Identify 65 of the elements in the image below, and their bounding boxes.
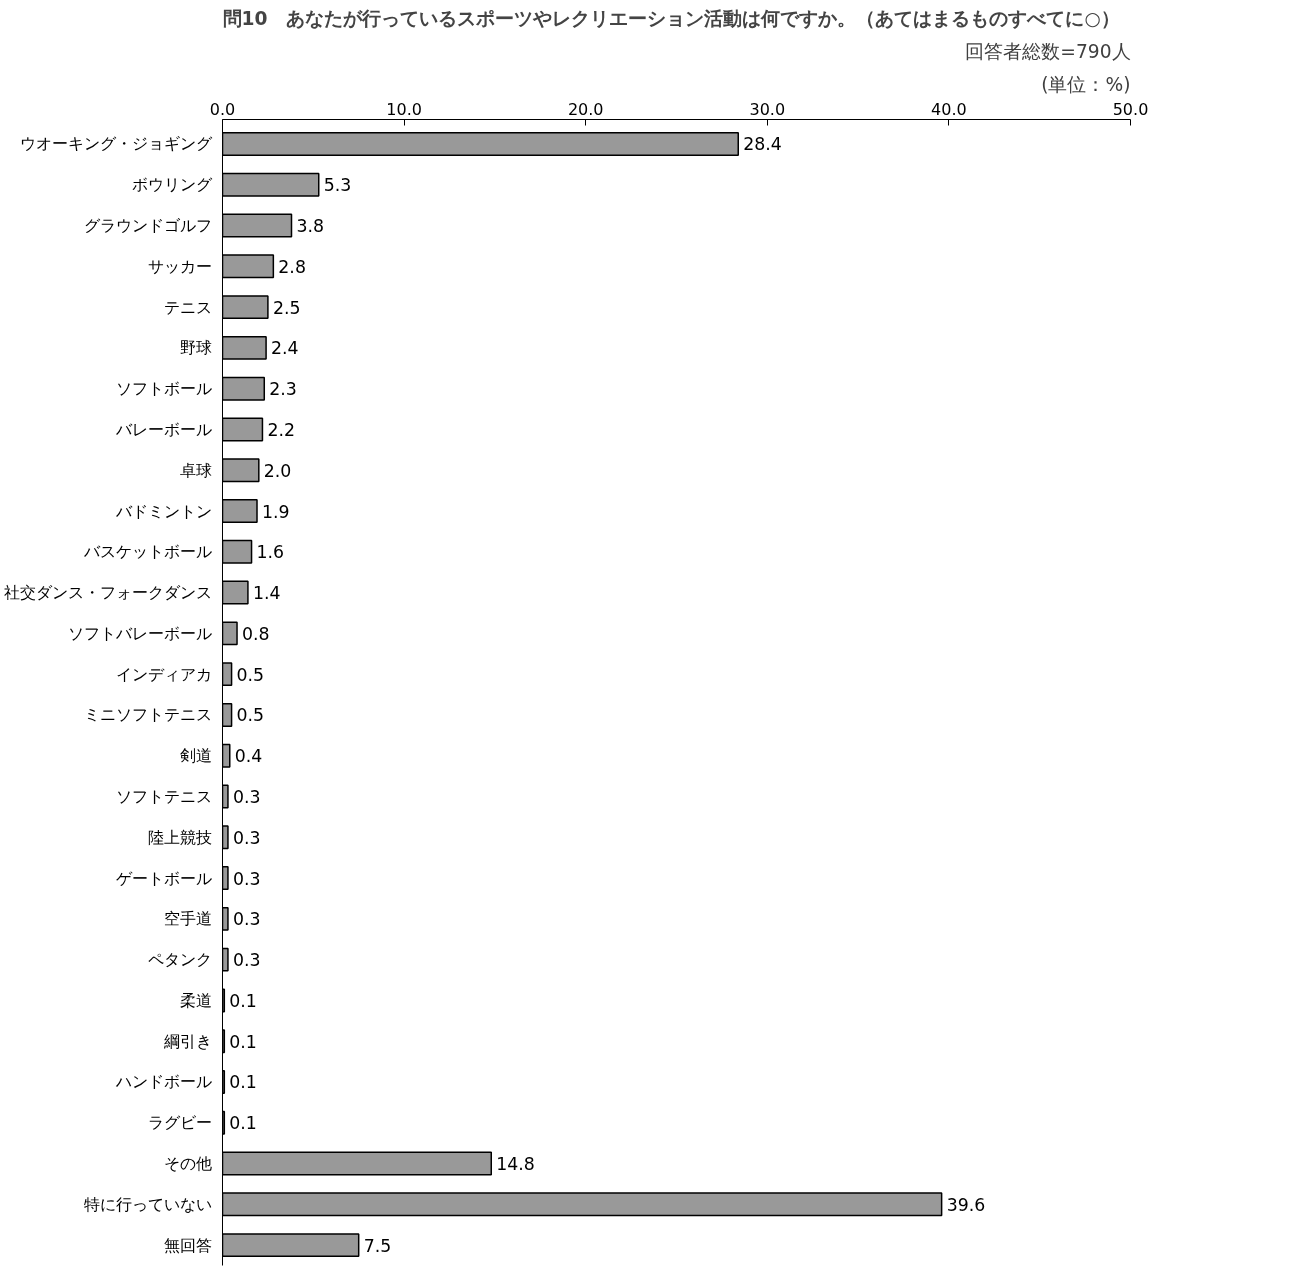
data-label: 0.5 xyxy=(236,705,265,726)
text: 回答者総数=790人 xyxy=(965,40,1131,62)
data-label: 0.1 xyxy=(229,990,257,1011)
y-tick-label: ゲートボール xyxy=(115,868,212,888)
y-tick-label: ミニソフトテニス xyxy=(83,705,212,725)
data-label: 0.1 xyxy=(229,1031,257,1052)
y-tick-label: バドミントン xyxy=(114,501,212,521)
x-tick-label: 40.0 xyxy=(931,99,967,119)
data-label: 0.4 xyxy=(234,746,263,767)
data-label: 0.3 xyxy=(232,950,261,971)
data-label: 1.6 xyxy=(256,542,285,563)
y-tick-label: 陸上競技 xyxy=(147,827,212,847)
data-label: 0.3 xyxy=(232,868,261,889)
data-label: 14.8 xyxy=(496,1154,535,1175)
data-label: 2.8 xyxy=(278,256,306,277)
chart-title: 問10 あなたが行っているスポーツやレクリエーション活動は何ですか。（あてはまるものすべてに○） xyxy=(222,7,1120,29)
y-tick-label: 剣道 xyxy=(179,746,212,766)
data-label: 1.4 xyxy=(252,583,281,604)
y-tick-label: 社交ダンス・フォークダンス xyxy=(3,583,212,603)
y-tick-label: 卓球 xyxy=(179,460,212,480)
y-tick-label: ソフトテニス xyxy=(115,787,212,806)
y-tick-label: ペタンク xyxy=(147,950,212,970)
y-tick-label: サッカー xyxy=(147,256,212,276)
y-tick-label: 特に行っていない xyxy=(83,1194,212,1214)
data-label: 0.1 xyxy=(229,1072,257,1093)
data-label: 2.4 xyxy=(271,338,299,359)
y-tick-label: ボウリング xyxy=(131,175,213,195)
data-label: 3.8 xyxy=(296,216,325,237)
y-tick-label: インディアカ xyxy=(115,664,212,684)
y-tick-label: 無回答 xyxy=(163,1235,212,1255)
y-tick-label: その他 xyxy=(163,1154,212,1174)
y-tick-label: 綱引き xyxy=(162,1031,212,1051)
data-label: 1.9 xyxy=(262,501,290,522)
x-tick-label: 30.0 xyxy=(749,99,786,119)
data-label: 39.6 xyxy=(946,1194,986,1215)
y-tick-label: 空手道 xyxy=(163,909,212,929)
text: (単位：%) xyxy=(1041,73,1131,95)
y-tick-label: グラウンドゴルフ xyxy=(83,216,212,236)
data-label: 0.5 xyxy=(236,664,265,685)
data-label: 0.8 xyxy=(242,623,270,644)
y-tick-label: ハンドボール xyxy=(114,1072,212,1092)
x-tick-label: 20.0 xyxy=(567,99,604,119)
y-tick-label: ソフトバレーボール xyxy=(67,623,212,643)
y-tick-label: ソフトボール xyxy=(115,379,212,399)
y-tick-label: ウオーキング・ジョギング xyxy=(19,134,213,154)
data-label: 28.4 xyxy=(743,134,782,155)
data-label: 0.3 xyxy=(232,827,261,848)
data-label: 2.3 xyxy=(269,379,297,400)
data-label: 7.5 xyxy=(363,1235,392,1256)
y-tick-label: バレーボール xyxy=(114,419,212,439)
y-tick-label: 野球 xyxy=(179,338,212,358)
y-tick-label: バスケットボール xyxy=(82,542,212,562)
data-label: 2.0 xyxy=(263,460,292,481)
data-label: 2.5 xyxy=(272,297,301,318)
y-tick-label: 柔道 xyxy=(179,990,212,1010)
data-label: 0.1 xyxy=(229,1113,257,1134)
data-label: 0.3 xyxy=(232,787,261,807)
y-tick-label: テニス xyxy=(163,297,212,317)
data-label: 2.2 xyxy=(267,419,296,440)
x-tick-label: 10.0 xyxy=(386,99,422,119)
data-label: 0.3 xyxy=(232,909,261,930)
x-tick-label: 0.0 xyxy=(209,99,236,119)
x-tick-label: 50.0 xyxy=(1112,99,1149,119)
y-tick-label: ラグビー xyxy=(147,1113,212,1133)
data-label: 5.3 xyxy=(323,175,352,196)
